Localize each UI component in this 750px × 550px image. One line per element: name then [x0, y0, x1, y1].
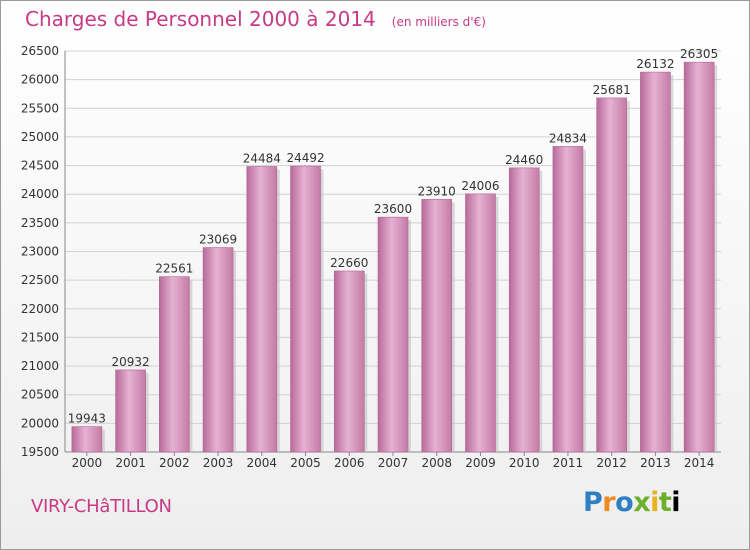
y-tick-label: 21500 — [21, 330, 59, 344]
bar-2004 — [246, 166, 278, 453]
data-label: 23600 — [374, 202, 412, 216]
title-text: Charges de Personnel 2000 à 2014 — [25, 7, 376, 31]
x-tick-label: 2013 — [640, 456, 671, 470]
x-tick-label: 2003 — [203, 456, 234, 470]
x-tick-label: 2001 — [115, 456, 146, 470]
data-label: 23910 — [418, 184, 456, 198]
x-tick-label: 2005 — [290, 456, 321, 470]
data-label: 20932 — [112, 355, 150, 369]
data-label: 26305 — [680, 47, 718, 61]
y-tick-label: 25000 — [21, 130, 59, 144]
x-tick-label: 2007 — [378, 456, 409, 470]
logo-letter: x — [633, 487, 651, 518]
y-tick-label: 21000 — [21, 359, 59, 373]
logo-letter: r — [602, 487, 616, 518]
y-tick-label: 26000 — [21, 73, 59, 87]
bar-2011 — [552, 146, 584, 453]
data-label: 24492 — [286, 151, 324, 165]
chart-subtitle: (en milliers d'€) — [391, 15, 486, 29]
logo-letter: P — [583, 487, 603, 518]
data-label: 19943 — [68, 412, 106, 426]
data-label: 26132 — [636, 57, 674, 71]
y-tick-label: 24000 — [21, 187, 59, 201]
y-tick-label: 23500 — [21, 216, 59, 230]
city-name: VIRY-CHâTILLON — [31, 496, 172, 517]
y-tick-label: 22000 — [21, 302, 59, 316]
data-label: 24834 — [549, 131, 587, 145]
x-tick-label: 2000 — [72, 456, 103, 470]
data-label: 24460 — [505, 153, 543, 167]
bar-2013 — [640, 71, 671, 453]
y-tick-label: 20500 — [21, 388, 59, 402]
data-label: 24006 — [461, 179, 499, 193]
x-tick-label: 2008 — [421, 456, 452, 470]
y-tick-label: 24500 — [21, 159, 59, 173]
y-tick-label: 20000 — [21, 416, 59, 430]
bar-2000 — [71, 426, 103, 453]
bar-2014 — [683, 61, 715, 453]
x-tick-label: 2004 — [247, 456, 278, 470]
data-label: 25681 — [593, 83, 631, 97]
proxiti-logo: Proxiti — [583, 487, 681, 518]
logo-letter: i — [650, 487, 659, 518]
axes: 19500 20000 20500 21000 21500 22000 22500 23000… — [21, 44, 721, 470]
logo-letter: i — [671, 487, 681, 518]
y-tick-label: 25500 — [21, 101, 59, 115]
x-tick-label: 2014 — [684, 456, 715, 470]
x-tick-label: 2011 — [553, 456, 584, 470]
x-tick-label: 2002 — [159, 456, 190, 470]
x-tick-label: 2006 — [334, 456, 365, 470]
data-label: 23069 — [199, 233, 237, 247]
bar-2007 — [377, 216, 409, 453]
bars — [71, 61, 718, 453]
bar-2009 — [465, 193, 496, 453]
y-tick-label: 26500 — [21, 44, 59, 58]
y-tick-label: 23000 — [21, 245, 59, 259]
bar-2010 — [508, 167, 540, 453]
bar-2006 — [333, 270, 365, 453]
x-tick-label: 2010 — [509, 456, 540, 470]
bar-2008 — [421, 199, 453, 453]
bar-2003 — [202, 247, 234, 453]
bar-2002 — [159, 276, 190, 453]
data-label: 22660 — [330, 256, 368, 270]
x-tick-label: 2009 — [465, 456, 496, 470]
bar-2012 — [596, 97, 627, 453]
y-tick-label: 19500 — [21, 445, 59, 459]
bar-2005 — [290, 165, 321, 453]
x-tick-label: 2012 — [596, 456, 627, 470]
y-tick-label: 22500 — [21, 273, 59, 287]
bar-2001 — [115, 369, 146, 453]
chart-title: Charges de Personnel 2000 à 2014 (en mill… — [25, 7, 486, 31]
logo-letter: o — [615, 487, 634, 518]
data-label: 24484 — [243, 151, 281, 165]
data-label: 22561 — [155, 262, 193, 276]
data-labels: 19943 20932 22561 23069 24484 24492 22660 23600… — [68, 47, 718, 425]
logo-letter: t — [658, 487, 672, 518]
